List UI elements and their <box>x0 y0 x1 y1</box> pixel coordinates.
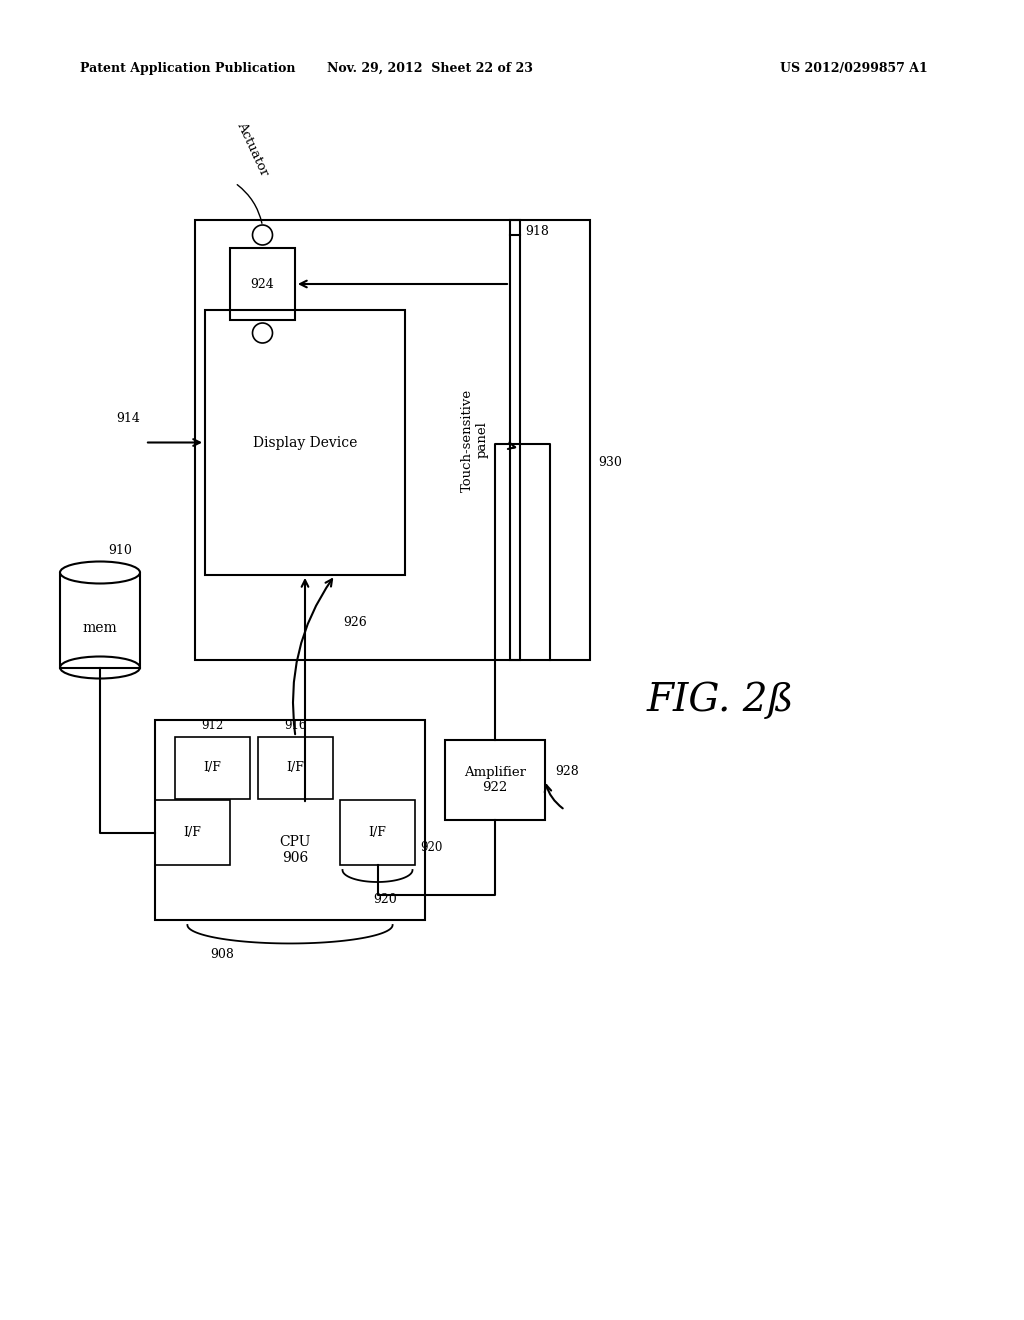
Text: 916: 916 <box>285 719 306 733</box>
Bar <box>510 220 590 660</box>
Text: I/F: I/F <box>287 762 304 775</box>
Bar <box>445 741 545 820</box>
Text: Touch-sensitive
panel: Touch-sensitive panel <box>461 388 489 491</box>
Bar <box>155 800 230 865</box>
Bar <box>230 248 295 319</box>
Text: Display Device: Display Device <box>253 436 357 450</box>
Text: 914: 914 <box>116 412 140 425</box>
Text: mem: mem <box>83 620 118 635</box>
Bar <box>175 737 250 799</box>
Text: US 2012/0299857 A1: US 2012/0299857 A1 <box>780 62 928 75</box>
Text: 920: 920 <box>420 841 442 854</box>
Text: 910: 910 <box>109 544 132 557</box>
Bar <box>205 310 406 576</box>
Text: I/F: I/F <box>369 826 386 840</box>
Text: 930: 930 <box>598 455 622 469</box>
Bar <box>258 737 333 799</box>
Text: 912: 912 <box>202 719 223 733</box>
Text: 920: 920 <box>374 894 397 906</box>
Ellipse shape <box>60 561 140 583</box>
Text: 908: 908 <box>211 948 234 961</box>
Bar <box>155 719 425 920</box>
Text: Amplifier
922: Amplifier 922 <box>464 766 526 795</box>
Text: Nov. 29, 2012  Sheet 22 of 23: Nov. 29, 2012 Sheet 22 of 23 <box>327 62 532 75</box>
Text: Patent Application Publication: Patent Application Publication <box>80 62 296 75</box>
Bar <box>60 573 140 668</box>
Text: I/F: I/F <box>204 762 221 775</box>
Text: I/F: I/F <box>183 826 202 840</box>
Text: 924: 924 <box>251 277 274 290</box>
Text: 926: 926 <box>343 616 367 630</box>
Text: CPU
906: CPU 906 <box>280 836 311 865</box>
Bar <box>340 800 415 865</box>
Text: FIG. 2ß: FIG. 2ß <box>646 681 794 719</box>
Bar <box>195 220 520 660</box>
Text: Actuator: Actuator <box>234 120 271 178</box>
Text: 928: 928 <box>555 766 579 777</box>
Text: 918: 918 <box>525 224 549 238</box>
